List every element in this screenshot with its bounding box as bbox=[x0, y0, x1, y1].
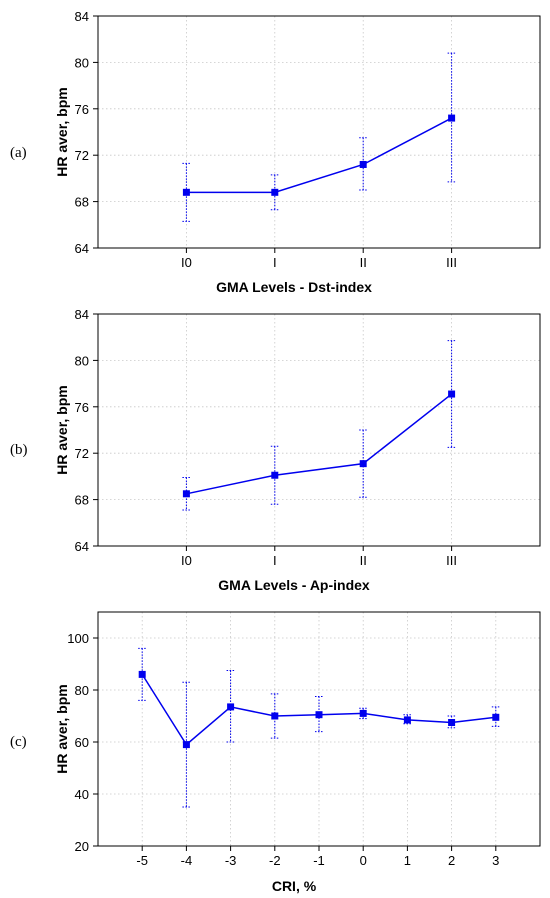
x-tick-label: 1 bbox=[404, 853, 411, 868]
data-point bbox=[448, 719, 456, 726]
y-tick-label: 76 bbox=[75, 102, 89, 117]
y-tick-label: 40 bbox=[75, 787, 89, 802]
y-tick-label: 80 bbox=[75, 55, 89, 70]
series-line bbox=[186, 393, 453, 495]
x-axis-title: GMA Levels - Dst-index bbox=[216, 279, 372, 295]
x-tick-label: III bbox=[446, 255, 457, 270]
y-tick-label: 20 bbox=[75, 839, 89, 854]
data-point bbox=[359, 160, 367, 168]
x-tick-label: -4 bbox=[181, 853, 193, 868]
y-tick-label: 72 bbox=[75, 446, 89, 461]
data-point bbox=[492, 713, 500, 721]
x-tick-label: I0 bbox=[181, 255, 192, 270]
data-point bbox=[271, 712, 279, 720]
data-point bbox=[182, 188, 190, 196]
x-tick-label: I bbox=[273, 255, 277, 270]
x-tick-label: -1 bbox=[313, 853, 325, 868]
y-tick-label: 64 bbox=[75, 241, 89, 256]
grid bbox=[98, 612, 540, 846]
data-point bbox=[227, 703, 235, 711]
x-tick-label: -5 bbox=[136, 853, 148, 868]
x-axis-title: CRI, % bbox=[272, 878, 317, 894]
x-tick-label: 3 bbox=[492, 853, 499, 868]
y-tick-label: 60 bbox=[75, 735, 89, 750]
y-axis-title: HR aver, bpm bbox=[54, 684, 70, 773]
x-tick-label: I0 bbox=[181, 553, 192, 568]
x-tick-label: 0 bbox=[360, 853, 367, 868]
data-point bbox=[182, 741, 190, 749]
x-tick-label: II bbox=[360, 255, 367, 270]
x-tick-label: -2 bbox=[269, 853, 281, 868]
x-tick-label: -3 bbox=[225, 853, 237, 868]
data-point bbox=[271, 188, 279, 196]
y-axis-title: HR aver, bpm bbox=[54, 385, 70, 474]
data-point bbox=[359, 460, 367, 468]
data-point bbox=[448, 114, 456, 122]
data-point bbox=[182, 490, 190, 498]
y-tick-label: 72 bbox=[75, 148, 89, 163]
chart-panel-c: (c) 20 40 60 80 100 -5 -4 -3 -2 -1 0 1 2 3 CRI, % HR ave… bbox=[10, 611, 541, 894]
y-tick-label: 68 bbox=[75, 493, 89, 508]
y-tick-label: 84 bbox=[75, 307, 89, 322]
x-tick-label: 2 bbox=[448, 853, 455, 868]
grid bbox=[98, 16, 540, 248]
x-tick-label: I bbox=[273, 553, 277, 568]
y-tick-label: 84 bbox=[75, 9, 89, 24]
data-point bbox=[359, 709, 367, 717]
y-tick-label: 68 bbox=[75, 195, 89, 210]
grid bbox=[98, 314, 540, 546]
y-tick-label: 80 bbox=[75, 353, 89, 368]
panel-label: (a) bbox=[10, 145, 27, 161]
plot-frame bbox=[97, 313, 541, 547]
plot-frame bbox=[97, 15, 541, 249]
y-tick-label: 64 bbox=[75, 539, 89, 554]
data-point bbox=[315, 711, 323, 719]
x-tick-label: II bbox=[360, 553, 367, 568]
error-bars bbox=[182, 340, 456, 511]
data-point bbox=[448, 390, 456, 398]
y-tick-label: 80 bbox=[75, 683, 89, 698]
series-line bbox=[186, 117, 452, 194]
x-axis-title: GMA Levels - Ap-index bbox=[218, 577, 370, 593]
panel-label: (c) bbox=[10, 734, 27, 750]
data-point bbox=[138, 670, 146, 678]
x-tick-label: III bbox=[446, 553, 457, 568]
y-tick-label: 100 bbox=[67, 631, 89, 646]
data-point bbox=[403, 716, 411, 724]
y-axis-title: HR aver, bpm bbox=[54, 87, 70, 176]
panel-label: (b) bbox=[10, 442, 28, 458]
data-point bbox=[271, 471, 279, 479]
y-tick-label: 76 bbox=[75, 400, 89, 415]
